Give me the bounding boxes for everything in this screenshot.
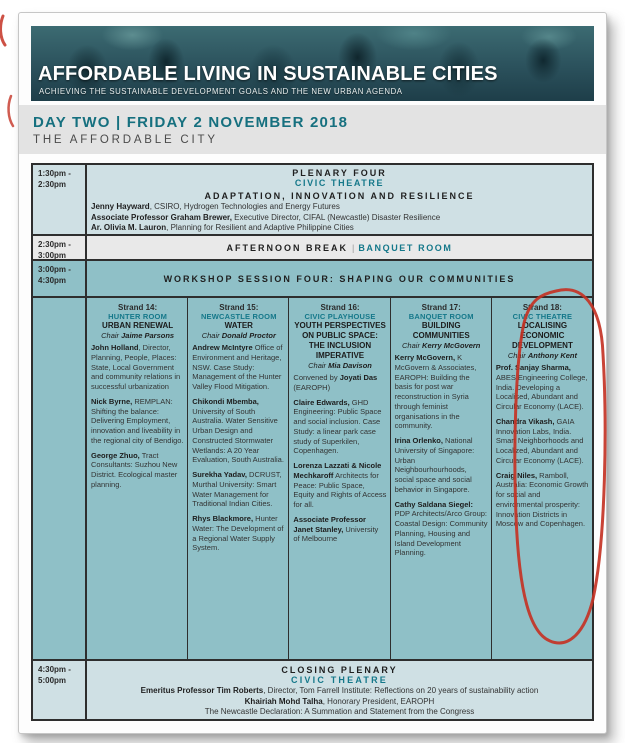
strand-label: Strand 14: — [118, 303, 158, 312]
closing-plenary-time: 4:30pm - 5:00pm — [33, 661, 87, 719]
plenary-four-venue: CIVIC THEATRE — [294, 178, 385, 188]
strand-entry: Claire Edwards, GHD Engineering: Public … — [293, 397, 382, 456]
plenary-speaker: Jenny Hayward, CSIRO, Hydrogen Technolog… — [91, 202, 340, 211]
strands-row: Strand 14: HUNTER ROOM URBAN RENEWAL Chair … — [33, 298, 592, 661]
banner-subtitle: ACHIEVING THE SUSTAINABLE DEVELOPMENT GO… — [39, 87, 403, 96]
closing-plenary-row: 4:30pm - 5:00pm CLOSING PLENARY CIVIC TH… — [33, 661, 592, 719]
strand-chair: Chair Jaime Parsons — [101, 331, 175, 340]
workshop-session-content: WORKSHOP SESSION FOUR: SHAPING OUR COMMU… — [87, 261, 592, 296]
strand-label: Strand 17: — [421, 303, 461, 312]
strand-entry: George Zhuo, Tract Consultants: Suzhou N… — [91, 450, 178, 489]
strand-entry: Cathy Saldana Siegel: PDP Architects/Arc… — [394, 499, 488, 558]
strand-column: Strand 18: CIVIC THEATRE LOCALISING ECONOM… — [490, 298, 592, 659]
strand-chair: Chair Anthony Kent — [507, 351, 577, 360]
day-title: DAY TWO | FRIDAY 2 NOVEMBER 2018 — [33, 114, 349, 131]
time-end: 5:00pm — [38, 675, 67, 685]
strand-entry: Lorenza Lazzati & Nicole Mechkaroff Arch… — [293, 461, 387, 509]
program-page: AFFORDABLE LIVING IN SUSTAINABLE CITIES … — [18, 12, 607, 734]
strands-time-cell — [33, 298, 87, 659]
afternoon-break-title: AFTERNOON BREAK — [226, 242, 348, 253]
closing-plenary-title: CLOSING PLENARY — [281, 665, 398, 675]
plenary-speaker: Associate Professor Graham Brewer, Execu… — [91, 212, 441, 222]
afternoon-break-venue: BANQUET ROOM — [358, 242, 453, 253]
strand-label: Strand 15: — [219, 303, 259, 312]
time-start: 3:00pm - — [38, 265, 71, 274]
closing-line: The Newcastle Declaration: A Summation a… — [204, 707, 475, 717]
strand-entry: Surekha Yadav, DCRUST, Murthal Universit… — [192, 470, 282, 509]
strand-room: CIVIC PLAYHOUSE — [304, 312, 376, 321]
afternoon-break-row: 2:30pm - 3:00pm AFTERNOON BREAK | BANQUE… — [33, 236, 592, 261]
workshop-session-title: WORKSHOP SESSION FOUR: SHAPING OUR COMMU… — [163, 273, 516, 284]
time-start: 1:30pm - — [38, 169, 71, 178]
closing-line: Khairiah Mohd Talha, Honorary President,… — [244, 696, 435, 706]
strand-chair: Chair Donald Proctor — [201, 331, 276, 340]
time-start: 4:30pm - — [38, 665, 71, 674]
red-mark-edge-mid — [7, 94, 15, 128]
strand-entry: Kerry McGovern, K McGovern & Associates,… — [394, 353, 477, 431]
afternoon-break-time: 2:30pm - 3:00pm — [33, 236, 87, 260]
strand-entry: Craig Niles, Ramboll, Australia: Economi… — [495, 470, 589, 529]
strand-chair: Chair Mia Davison — [308, 361, 372, 370]
schedule-table: 1:30pm - 2:30pm PLENARY FOUR CIVIC THEAT… — [31, 163, 594, 721]
strand-entry: John Holland, Director, Planning, People… — [91, 343, 181, 391]
closing-plenary-venue: CIVIC THEATRE — [291, 675, 388, 685]
strand-entry: Prof. Sanjay Sharma, ABES Engineering Co… — [495, 363, 588, 411]
strand-room: BANQUET ROOM — [408, 312, 474, 321]
strand-room: NEWCASTLE ROOM — [200, 312, 277, 321]
strand-label: Strand 18: — [522, 303, 562, 312]
strand-room: CIVIC THEATRE — [512, 312, 573, 321]
strand-column: Strand 14: HUNTER ROOM URBAN RENEWAL Chair … — [87, 298, 187, 659]
workshop-session-row: 3:00pm - 4:30pm WORKSHOP SESSION FOUR: S… — [33, 261, 592, 298]
strand-title: URBAN RENEWAL — [102, 321, 174, 330]
strand-column: Strand 16: CIVIC PLAYHOUSE YOUTH PERSPECTI… — [288, 298, 389, 659]
plenary-four-content: PLENARY FOUR CIVIC THEATRE ADAPTATION, I… — [87, 165, 592, 234]
separator: | — [351, 242, 355, 253]
plenary-four-time: 1:30pm - 2:30pm — [33, 165, 87, 234]
day-header-strip: DAY TWO | FRIDAY 2 NOVEMBER 2018 THE AFF… — [19, 105, 606, 154]
time-start: 2:30pm - — [38, 240, 71, 249]
closing-plenary-content: CLOSING PLENARY CIVIC THEATRE Emeritus P… — [87, 661, 592, 719]
day-subtitle: THE AFFORDABLE CITY — [33, 134, 218, 146]
plenary-four-title: PLENARY FOUR — [292, 168, 387, 178]
banner-title: AFFORDABLE LIVING IN SUSTAINABLE CITIES — [38, 63, 498, 85]
afternoon-break-content: AFTERNOON BREAK | BANQUET ROOM — [87, 236, 592, 259]
strand-title: BUILDING COMMUNITIES — [412, 321, 470, 340]
time-end: 4:30pm — [38, 275, 67, 285]
strands-content: Strand 14: HUNTER ROOM URBAN RENEWAL Chair … — [87, 298, 592, 659]
strand-entry: Convened by Joyati Das (EAROPH) — [293, 373, 378, 392]
workshop-session-time: 3:00pm - 4:30pm — [33, 261, 87, 296]
strand-room: HUNTER ROOM — [108, 312, 168, 321]
banner-photo: AFFORDABLE LIVING IN SUSTAINABLE CITIES … — [31, 26, 594, 101]
strand-label: Strand 16: — [320, 303, 360, 312]
closing-line: Emeritus Professor Tim Roberts, Director… — [140, 686, 539, 695]
strand-column: Strand 15: NEWCASTLE ROOM WATER Chair Donal… — [187, 298, 288, 659]
strand-columns: Strand 14: HUNTER ROOM URBAN RENEWAL Chair … — [87, 298, 592, 659]
strand-entry: Associate Professor Janet Stanley, Unive… — [293, 514, 379, 544]
strand-entry: Nick Byrne, REMPLAN: Shifting the balanc… — [91, 396, 184, 445]
plenary-speaker: Ar. Olivia M. Lauron, Planning for Resil… — [91, 223, 354, 233]
time-end: 3:00pm — [38, 250, 67, 260]
strand-entry: Irina Orlenko, National University of Si… — [394, 436, 475, 494]
plenary-four-row: 1:30pm - 2:30pm PLENARY FOUR CIVIC THEAT… — [33, 165, 592, 236]
strand-entry: Chikondi Mbemba, University of South Aus… — [192, 396, 284, 465]
time-end: 2:30pm — [38, 179, 67, 189]
strand-entry: Rhys Blackmore, Hunter Water: The Develo… — [192, 514, 284, 553]
plenary-four-theme: ADAPTATION, INNOVATION AND RESILIENCE — [204, 191, 475, 201]
strand-title: WATER — [224, 321, 253, 330]
red-mark-edge-top — [0, 14, 7, 47]
closing-plenary-lines: Emeritus Professor Tim Roberts, Director… — [87, 685, 592, 718]
strand-entry: Chandra Vikash, GAIA Innovation Labs, In… — [495, 416, 584, 465]
strand-chair: Chair Kerry McGovern — [402, 341, 481, 350]
strand-column: Strand 17: BANQUET ROOM BUILDING COMMUNITI… — [389, 298, 491, 659]
plenary-speaker-list: Jenny Hayward, CSIRO, Hydrogen Technolog… — [87, 201, 592, 234]
strand-title: YOUTH PERSPECTIVES ON PUBLIC SPACE: THE … — [294, 321, 386, 360]
strand-title: LOCALISING ECONOMIC DEVELOPMENT — [511, 321, 573, 350]
strand-entry: Andrew McIntyre Office of Environment an… — [192, 343, 283, 391]
